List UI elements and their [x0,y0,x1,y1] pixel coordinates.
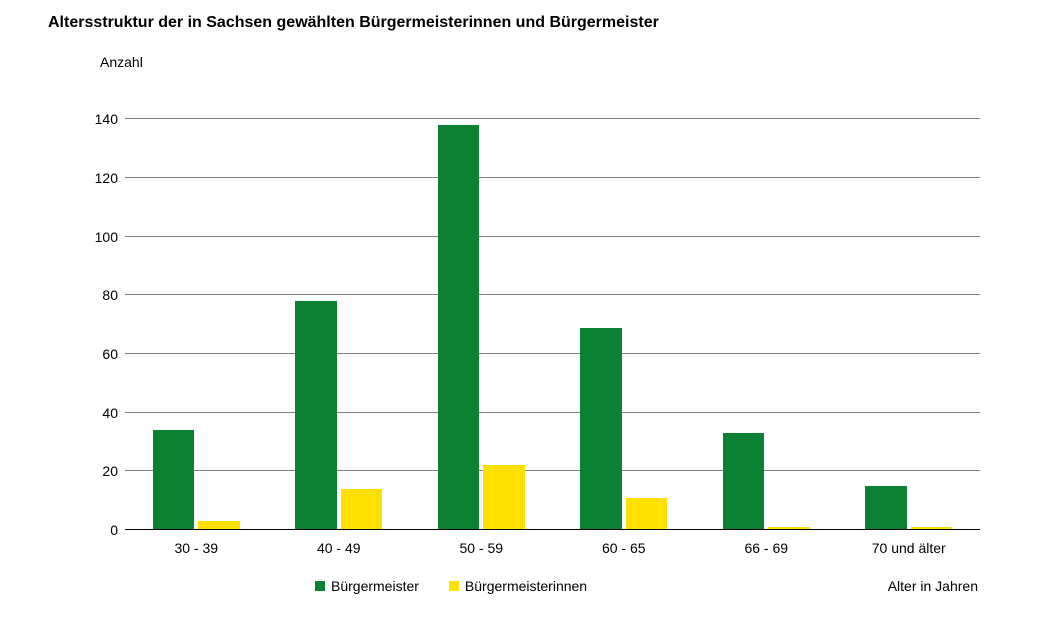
plot-area: 020406080100120140 [100,90,980,530]
bar-group [553,90,696,530]
bar [153,430,194,530]
legend-swatch [315,581,325,591]
bar-group [125,90,268,530]
bar [341,489,382,530]
y-tick-label: 140 [78,111,118,127]
x-tick-label: 30 - 39 [125,540,268,556]
bar [865,486,906,530]
x-axis-labels: 30 - 3940 - 4950 - 5960 - 6566 - 6970 un… [125,540,980,556]
legend-item: Bürgermeisterinnen [449,578,587,594]
y-tick-label: 120 [78,170,118,186]
x-axis-line [125,529,980,530]
bar [438,125,479,530]
bar-groups [125,90,980,530]
legend-swatch [449,581,459,591]
bar-group [410,90,553,530]
y-tick-label: 0 [78,522,118,538]
x-axis-title: Alter in Jahren [888,578,978,594]
bar [723,433,764,530]
legend-label: Bürgermeisterinnen [465,578,587,594]
bar-group [268,90,411,530]
x-tick-label: 66 - 69 [695,540,838,556]
bar [295,301,336,530]
bar-group [695,90,838,530]
y-tick-label: 20 [78,463,118,479]
bar [483,465,524,530]
bar [626,498,667,530]
x-tick-label: 50 - 59 [410,540,553,556]
bar-group [838,90,981,530]
bar [580,328,621,530]
chart-container: Altersstruktur der in Sachsen gewählten … [0,0,1048,642]
y-tick-label: 60 [78,346,118,362]
chart-title: Altersstruktur der in Sachsen gewählten … [48,14,659,32]
x-tick-label: 70 und älter [838,540,981,556]
legend-label: Bürgermeister [331,578,419,594]
legend-item: Bürgermeister [315,578,419,594]
y-axis-title: Anzahl [100,54,143,70]
legend: Bürgermeister Bürgermeisterinnen [315,578,587,594]
y-tick-label: 100 [78,229,118,245]
y-tick-label: 80 [78,287,118,303]
x-tick-label: 40 - 49 [268,540,411,556]
x-tick-label: 60 - 65 [553,540,696,556]
y-tick-label: 40 [78,405,118,421]
